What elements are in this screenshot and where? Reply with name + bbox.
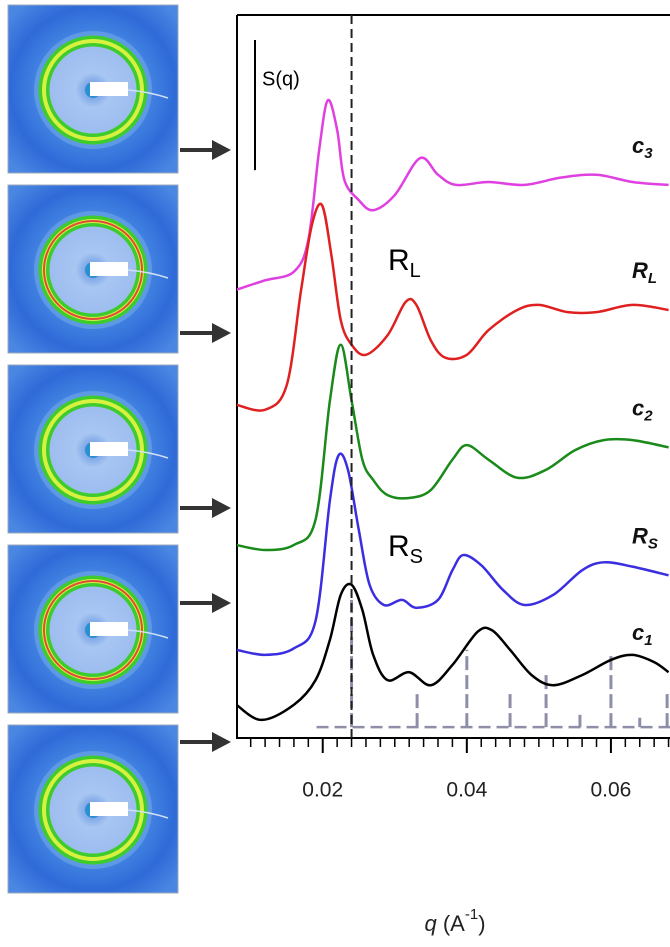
series-line	[236, 454, 668, 655]
series-sub: 1	[644, 632, 652, 649]
annotation-text: R	[388, 244, 410, 277]
x-tick-label: 0.04	[446, 779, 487, 802]
beam-stop	[90, 442, 128, 456]
x-label-close: )	[478, 911, 485, 936]
series-label: RL	[632, 258, 657, 287]
annotation: RL	[388, 244, 421, 282]
series-line	[236, 204, 668, 411]
x-label-sup: -1	[465, 906, 478, 923]
series-label: c1	[632, 620, 653, 649]
figure: RL RS S(q) q (A-1) 0.020.040.06c3RLc2RSc…	[0, 0, 670, 947]
x-tick-label: 0.06	[590, 779, 631, 802]
series-line	[236, 100, 668, 290]
page: RL RS S(q) q (A-1) 0.020.040.06c3RLc2RSc…	[0, 0, 670, 947]
series-label: c3	[632, 133, 653, 162]
plot-area	[236, 100, 670, 727]
beam-stop	[90, 82, 128, 96]
series-sub: L	[648, 270, 657, 287]
plot-frame	[237, 15, 670, 738]
series-name: c	[632, 395, 644, 420]
x-axis-label: q (A-1)	[424, 906, 485, 936]
series-sub: 3	[644, 145, 653, 162]
x-tick-label: 0.02	[302, 779, 343, 802]
series-line	[236, 345, 668, 550]
series-label: c2	[632, 395, 653, 424]
x-label-unit: (A	[437, 911, 465, 936]
beam-stop	[90, 802, 128, 816]
series-label: RS	[632, 523, 658, 552]
series-name: R	[632, 523, 648, 548]
arrow-head	[212, 140, 231, 160]
annotation-sub: S	[410, 546, 423, 568]
diffraction-images	[8, 5, 178, 893]
series-name: R	[632, 258, 648, 283]
series-sub: 2	[643, 407, 653, 424]
series-line	[236, 584, 668, 720]
scale-bar-label: S(q)	[262, 68, 300, 90]
arrows	[180, 140, 231, 752]
annotation-text: R	[388, 530, 410, 563]
beam-stop	[90, 262, 128, 276]
series-name: c	[632, 133, 644, 158]
annotation-sub: L	[410, 260, 421, 282]
beam-stop	[90, 622, 128, 636]
annotation: RS	[388, 530, 423, 568]
arrow-head	[212, 593, 231, 613]
series-name: c	[632, 620, 644, 645]
arrow-head	[212, 323, 231, 343]
arrow-head	[212, 498, 231, 518]
series-sub: S	[648, 535, 658, 552]
arrow-head	[212, 732, 231, 752]
x-label-var: q	[424, 911, 437, 936]
